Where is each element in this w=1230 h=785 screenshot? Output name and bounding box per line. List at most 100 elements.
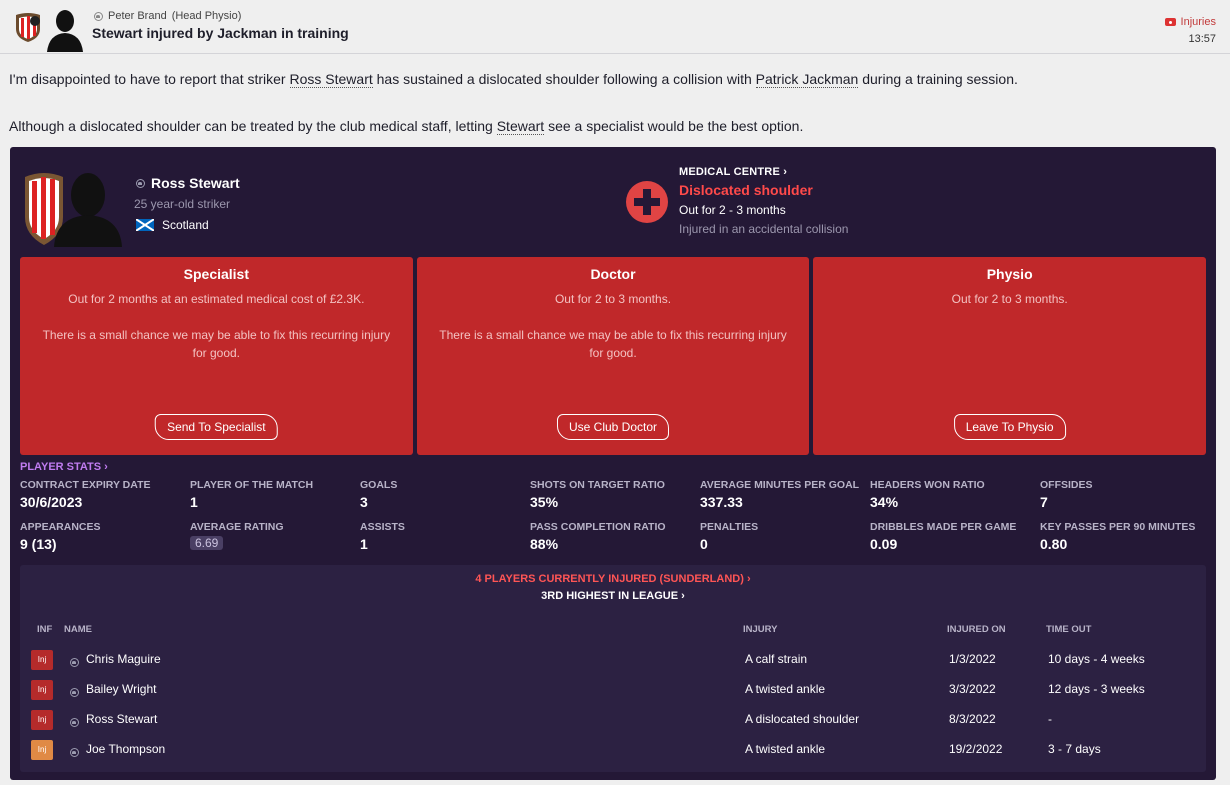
injury-cause: Injured in an accidental collision — [679, 222, 849, 236]
stat-dribbles: DRIBBLES MADE PER GAME 0.09 — [870, 521, 1040, 552]
option-title: Physio — [986, 266, 1033, 282]
player-link-stewart[interactable]: Stewart — [496, 118, 545, 135]
sender-name[interactable]: Peter Brand — [108, 10, 167, 22]
stat-value: 88% — [530, 536, 559, 552]
send-to-specialist-button[interactable]: Send To Specialist — [155, 414, 278, 440]
club-badge-icon[interactable] — [24, 167, 64, 247]
category-link[interactable]: Injuries — [1164, 16, 1216, 28]
person-icon — [94, 11, 103, 21]
table-row[interactable]: Inj Joe Thompson A twisted ankle 19/2/20… — [20, 735, 1206, 765]
option-physio: Physio Out for 2 to 3 months. Leave To P… — [813, 257, 1207, 455]
player-link-ross-stewart[interactable]: Ross Stewart — [289, 71, 373, 88]
row-player-name[interactable]: Ross Stewart — [86, 712, 158, 726]
stat-label: SHOTS ON TARGET RATIO — [530, 479, 665, 491]
category-label[interactable]: Injuries — [1180, 16, 1216, 28]
stat-label: AVERAGE RATING — [190, 521, 284, 533]
row-time-out: 12 days - 3 weeks — [1048, 682, 1145, 696]
medical-centre-link[interactable]: MEDICAL CENTRE › — [679, 166, 788, 178]
table-row[interactable]: Inj Ross Stewart A dislocated shoulder 8… — [20, 705, 1206, 735]
player-stats-link[interactable]: PLAYER STATS › — [20, 461, 108, 473]
stat-contract-expiry: CONTRACT EXPIRY DATE 30/6/2023 — [20, 479, 190, 510]
person-icon — [70, 656, 79, 670]
stat-label: APPEARANCES — [20, 521, 101, 533]
league-rank-link[interactable]: 3RD HIGHEST IN LEAGUE › — [541, 590, 685, 602]
text: Although a dislocated shoulder can be tr… — [9, 118, 497, 134]
medical-cross-icon — [626, 181, 668, 223]
player-stats-label[interactable]: PLAYER STATS — [20, 461, 102, 473]
stat-value: 0 — [700, 536, 708, 552]
text: has sustained a dislocated shoulder foll… — [372, 71, 756, 87]
message-paragraph-1: I'm disappointed to have to report that … — [9, 71, 1018, 88]
person-icon — [70, 686, 79, 700]
table-row[interactable]: Inj Chris Maguire A calf strain 1/3/2022… — [20, 645, 1206, 675]
league-rank-label[interactable]: 3RD HIGHEST IN LEAGUE — [541, 590, 679, 602]
stat-shots-on-target: SHOTS ON TARGET RATIO 35% — [530, 479, 700, 510]
row-injured-on: 8/3/2022 — [949, 712, 996, 726]
col-header-inf[interactable]: INF — [37, 624, 53, 635]
row-player-name[interactable]: Chris Maguire — [86, 652, 161, 666]
player-link-patrick-jackman[interactable]: Patrick Jackman — [755, 71, 859, 88]
row-injury: A twisted ankle — [745, 742, 826, 756]
option-specialist: Specialist Out for 2 months at an estima… — [20, 257, 413, 455]
sender-avatar[interactable] — [42, 4, 84, 52]
sender-line[interactable]: Peter Brand (Head Physio) — [94, 10, 241, 22]
person-icon — [70, 746, 79, 760]
row-player-name[interactable]: Joe Thompson — [86, 742, 166, 756]
stat-pass-completion: PASS COMPLETION RATIO 88% — [530, 521, 700, 552]
option-title: Doctor — [590, 266, 636, 282]
message-header: Peter Brand (Head Physio) Stewart injure… — [0, 0, 1230, 54]
message-paragraph-2: Although a dislocated shoulder can be tr… — [9, 118, 804, 135]
stat-value: 1 — [360, 536, 368, 552]
row-injury: A twisted ankle — [745, 682, 826, 696]
nation-label[interactable]: Scotland — [162, 218, 209, 232]
stat-offsides: OFFSIDES 7 — [1040, 479, 1210, 510]
tag-icon — [1164, 18, 1176, 26]
injury-name: Dislocated shoulder — [679, 182, 813, 198]
scotland-flag-icon — [136, 219, 154, 231]
player-name[interactable]: Ross Stewart — [151, 175, 240, 191]
injury-duration: Out for 2 - 3 months — [679, 203, 786, 217]
leave-to-physio-button[interactable]: Leave To Physio — [953, 414, 1066, 440]
injured-count-label[interactable]: 4 PLAYERS CURRENTLY INJURED (SUNDERLAND) — [475, 573, 744, 585]
player-name-row[interactable]: Ross Stewart — [136, 175, 240, 191]
option-note: There is a small chance we may be able t… — [42, 328, 391, 360]
use-club-doctor-button[interactable]: Use Club Doctor — [556, 414, 670, 440]
stat-player-of-match: PLAYER OF THE MATCH 1 — [190, 479, 360, 510]
stat-penalties: PENALTIES 0 — [700, 521, 870, 552]
stat-label: PENALTIES — [700, 521, 759, 533]
row-player-name[interactable]: Bailey Wright — [86, 682, 157, 696]
stat-value: 34% — [870, 494, 899, 510]
stat-value: 7 — [1040, 494, 1048, 510]
stat-value: 9 (13) — [20, 536, 57, 552]
stat-minutes-per-goal: AVERAGE MINUTES PER GOAL 337.33 — [700, 479, 870, 510]
stat-value: 0.09 — [870, 536, 898, 552]
medical-centre-label[interactable]: MEDICAL CENTRE — [679, 166, 780, 178]
row-injured-on: 1/3/2022 — [949, 652, 996, 666]
table-row[interactable]: Inj Bailey Wright A twisted ankle 3/3/20… — [20, 675, 1206, 705]
stat-label: AVERAGE MINUTES PER GOAL — [700, 479, 860, 491]
injury-badge: Inj — [31, 710, 53, 730]
rating-badge: 6.69 — [190, 536, 224, 550]
col-header-time-out[interactable]: TIME OUT — [1046, 624, 1092, 635]
option-description: Out for 2 to 3 months. — [554, 292, 672, 306]
col-header-name[interactable]: NAME — [64, 624, 92, 635]
treatment-options: Specialist Out for 2 months at an estima… — [20, 257, 1207, 455]
stat-label: DRIBBLES MADE PER GAME — [870, 521, 1017, 533]
col-header-injury[interactable]: INJURY — [743, 624, 778, 635]
injured-count-link[interactable]: 4 PLAYERS CURRENTLY INJURED (SUNDERLAND)… — [475, 573, 751, 585]
stat-value: 1 — [190, 494, 198, 510]
player-nation[interactable]: Scotland — [136, 218, 209, 232]
option-description: Out for 2 months at an estimated medical… — [68, 292, 365, 306]
stat-appearances: APPEARANCES 9 (13) — [20, 521, 190, 552]
player-avatar[interactable] — [46, 165, 122, 247]
option-description: Out for 2 to 3 months. — [951, 292, 1068, 306]
row-time-out: 10 days - 4 weeks — [1048, 652, 1145, 666]
club-badge-icon[interactable] — [14, 12, 42, 43]
text: see a specialist would be the best optio… — [544, 118, 804, 134]
option-title: Specialist — [183, 266, 250, 282]
row-injury: A calf strain — [745, 652, 808, 666]
person-icon — [136, 178, 145, 188]
col-header-injured-on[interactable]: INJURED ON — [947, 624, 1006, 635]
row-time-out: 3 - 7 days — [1048, 742, 1101, 756]
stat-label: OFFSIDES — [1040, 479, 1093, 491]
